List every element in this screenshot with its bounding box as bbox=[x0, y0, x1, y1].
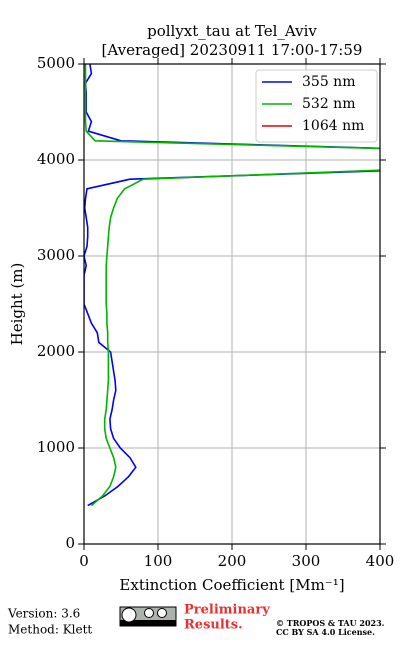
x-tick-label: 200 bbox=[218, 552, 247, 570]
legend-label: 355 nm bbox=[302, 74, 355, 90]
x-tick-label: 300 bbox=[292, 552, 321, 570]
x-tick-label: 400 bbox=[366, 552, 395, 570]
x-axis-label: Extinction Coefficient [Mm⁻¹] bbox=[119, 576, 344, 594]
cc-logo bbox=[120, 607, 176, 626]
y-tick-label: 5000 bbox=[37, 54, 75, 72]
y-tick-label: 1000 bbox=[37, 438, 75, 456]
notice: Results. bbox=[184, 618, 243, 633]
notice: Preliminary bbox=[184, 603, 270, 618]
y-tick-label: 3000 bbox=[37, 246, 75, 264]
legend-label: 1064 nm bbox=[302, 118, 364, 134]
y-tick-label: 0 bbox=[65, 534, 75, 552]
y-tick-label: 2000 bbox=[37, 342, 75, 360]
chart-subtitle: [Averaged] 20230911 17:00-17:59 bbox=[102, 41, 363, 59]
x-tick-label: 100 bbox=[144, 552, 173, 570]
y-tick-label: 4000 bbox=[37, 150, 75, 168]
chart-title: pollyxt_tau at Tel_Aviv bbox=[147, 22, 317, 40]
copyright: CC BY SA 4.0 License. bbox=[276, 627, 375, 637]
version: Version: 3.6 bbox=[7, 607, 80, 621]
method: Method: Klett bbox=[8, 623, 92, 637]
y-axis-label: Height (m) bbox=[8, 263, 26, 346]
x-tick-label: 0 bbox=[79, 552, 89, 570]
legend-label: 532 nm bbox=[302, 96, 355, 112]
